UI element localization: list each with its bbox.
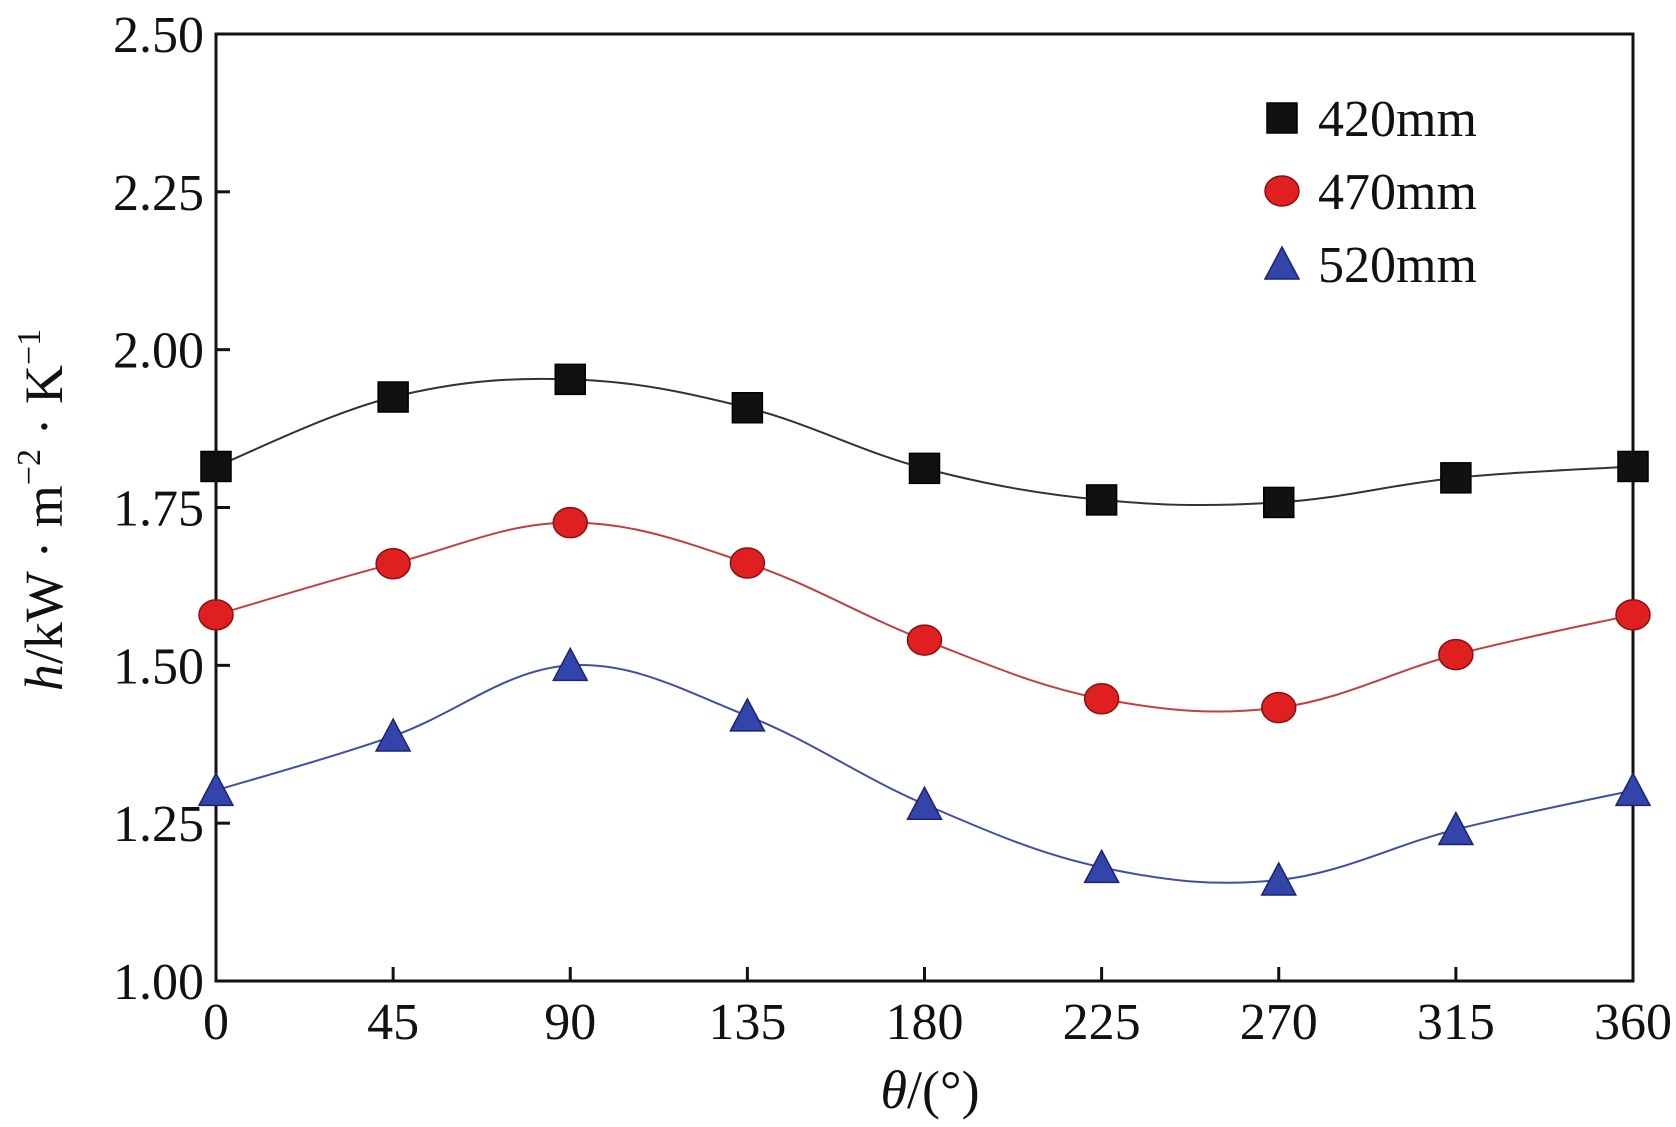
series-layer	[197, 363, 1652, 896]
data-point	[1617, 450, 1649, 483]
legend-label: 520mm	[1318, 237, 1477, 294]
x-tick-label: 315	[1417, 994, 1495, 1051]
series-line	[215, 377, 1634, 507]
data-point	[1083, 683, 1120, 715]
data-point	[1260, 861, 1297, 896]
y-axis-exponent-1: −2	[11, 449, 48, 485]
x-axis-symbol: θ	[880, 1060, 907, 1120]
y-tick-label: 2.00	[113, 323, 204, 380]
legend-item: 520mm	[1263, 237, 1477, 294]
data-point	[1261, 691, 1297, 724]
y-tick-label: 1.75	[113, 481, 204, 538]
series-line	[215, 664, 1634, 884]
data-point	[1083, 848, 1120, 884]
legend: 420mm 470mm 520mm	[1263, 91, 1477, 294]
x-tick-label: 225	[1063, 994, 1141, 1051]
data-point	[1085, 484, 1118, 516]
data-point	[1615, 599, 1651, 631]
y-axis-unit-mid: · K	[14, 365, 74, 449]
legend-label: 420mm	[1318, 91, 1477, 148]
y-tick-label: 1.50	[113, 638, 204, 695]
y-axis-exponent-2: −1	[11, 329, 48, 365]
x-tick-label: 45	[367, 994, 419, 1051]
data-point	[554, 363, 586, 396]
y-tick-label: 1.25	[113, 796, 204, 853]
legend-item: 470mm	[1264, 164, 1477, 221]
y-tick-label: 1.00	[113, 954, 204, 1011]
x-axis-label: θ/(°)	[880, 1060, 979, 1120]
x-tick-label: 90	[544, 994, 596, 1051]
y-axis-unit-main: /kW · m	[14, 485, 74, 664]
legend-marker	[1264, 175, 1300, 207]
data-point	[729, 547, 766, 579]
data-point	[1437, 810, 1475, 846]
data-point	[374, 717, 412, 752]
data-point	[1263, 486, 1295, 519]
data-point	[906, 785, 943, 820]
data-point	[906, 624, 943, 656]
data-point	[197, 771, 235, 807]
x-tick-label: 135	[708, 994, 786, 1051]
data-point	[200, 450, 232, 483]
series-420mm	[200, 363, 1649, 519]
data-point	[908, 452, 941, 485]
data-point	[731, 391, 764, 424]
y-axis-symbol: h	[14, 664, 74, 691]
legend-label: 470mm	[1318, 164, 1477, 221]
series-520mm	[197, 646, 1652, 896]
data-point	[729, 697, 766, 732]
data-point	[552, 506, 588, 539]
x-axis-unit: /(°)	[907, 1060, 980, 1120]
legend-marker	[1263, 245, 1301, 280]
data-point	[1440, 462, 1472, 494]
x-tick-label: 0	[203, 994, 229, 1051]
data-point	[552, 646, 589, 682]
y-tick-label: 2.25	[113, 165, 204, 222]
legend-marker	[1266, 102, 1298, 134]
data-point	[198, 599, 234, 631]
data-point	[377, 381, 409, 413]
x-tick-label: 270	[1240, 994, 1318, 1051]
ticks-layer: 0 45 90 135 180 225 270 315 360 1.00 1.25 1.50 1.75 2…	[113, 7, 1672, 1051]
data-point	[1614, 771, 1652, 807]
series-470mm	[198, 506, 1651, 724]
legend-item: 420mm	[1266, 91, 1477, 148]
y-tick-label: 2.50	[113, 7, 204, 64]
data-point	[375, 547, 411, 580]
y-axis-label: h/kW · m−2 · K−1	[11, 329, 74, 691]
data-point	[1438, 638, 1474, 671]
x-tick-label: 180	[886, 994, 964, 1051]
series-line	[215, 521, 1634, 713]
x-tick-label: 360	[1594, 994, 1672, 1051]
